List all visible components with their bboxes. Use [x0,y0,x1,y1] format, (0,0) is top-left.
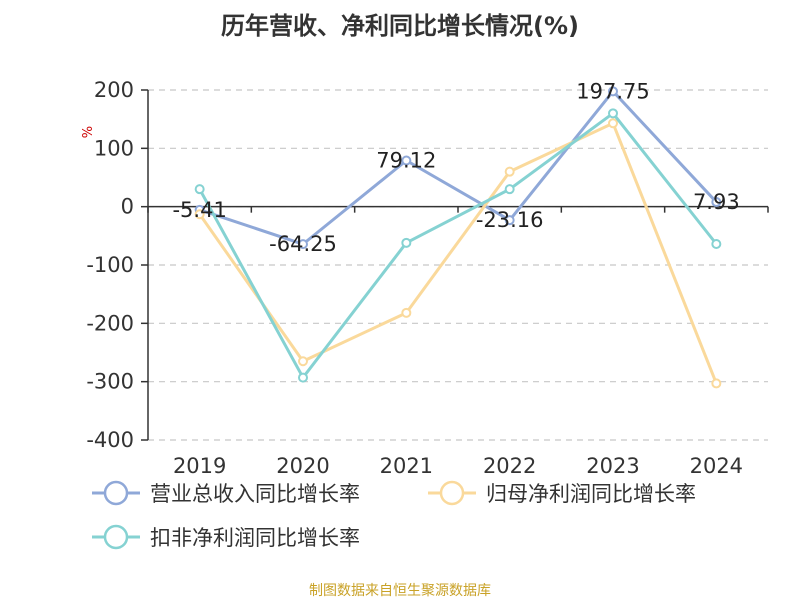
source-note: 制图数据来自恒生聚源数据库 [309,583,491,599]
legend-circle-icon [439,480,465,506]
x-tick-label: 2022 [483,454,536,478]
data-point [711,197,722,208]
data-label: -5.41 [172,198,226,222]
y-tick-label: -200 [86,311,134,335]
series-line-2 [198,121,718,384]
data-point [711,239,722,249]
data-point [608,118,618,129]
data-point [401,155,412,166]
data-label: 197.75 [576,79,649,103]
legend-label: 扣非净利润同比增长率 [150,526,360,550]
y-tick-label: -300 [86,370,134,394]
data-label: 7.93 [693,190,740,214]
x-axis-ticks: 2019 2020 2021 2022 2023 2024 [173,454,743,478]
data-label: -64.25 [269,232,337,256]
y-tick-label: -400 [86,428,134,452]
legend-item-3[interactable]: 扣非净利润同比增长率 [92,524,360,550]
chart-title: 历年营收、净利同比增长情况(%) [221,12,579,40]
y-axis-ticks: 200 100 0 -100 -200 -300 -400 [86,78,148,452]
legend-item-1[interactable]: 营业总收入同比增长率 [92,480,360,506]
y-tick-label: 100 [94,136,134,160]
legend-circle-icon [103,524,129,550]
data-point [194,209,205,220]
y-tick-label: -100 [86,253,134,277]
data-point [298,372,308,383]
data-point [298,239,308,250]
data-labels: -5.41 -64.25 79.12 -23.16 197.75 7.93 [172,79,739,256]
legend-item-2[interactable]: 归母净利润同比增长率 [428,480,696,506]
x-tick-label: 2021 [380,454,433,478]
data-point [298,356,308,367]
data-point [194,184,205,195]
x-tick-label: 2020 [276,454,329,478]
data-point [504,215,515,226]
legend-label: 营业总收入同比增长率 [150,482,360,506]
data-point [608,108,618,119]
data-point [504,184,515,195]
series-line-3 [198,111,718,380]
data-point [504,166,515,177]
y-tick-label: 200 [94,78,134,102]
series-line-1 [199,89,718,246]
y-axis-unit: % [81,126,96,138]
series-lines [194,86,722,389]
data-label: -23.16 [476,208,544,232]
data-label: 79.12 [376,149,436,173]
data-point [608,86,618,97]
x-tick-label: 2024 [690,454,743,478]
x-tick-label: 2023 [586,454,639,478]
data-point [401,237,412,248]
y-tick-label: 0 [121,195,134,219]
data-point [711,378,722,389]
legend-circle-icon [103,480,129,506]
legend-label: 归母净利润同比增长率 [486,482,696,506]
x-tick-label: 2019 [173,454,226,478]
data-point [401,307,412,318]
